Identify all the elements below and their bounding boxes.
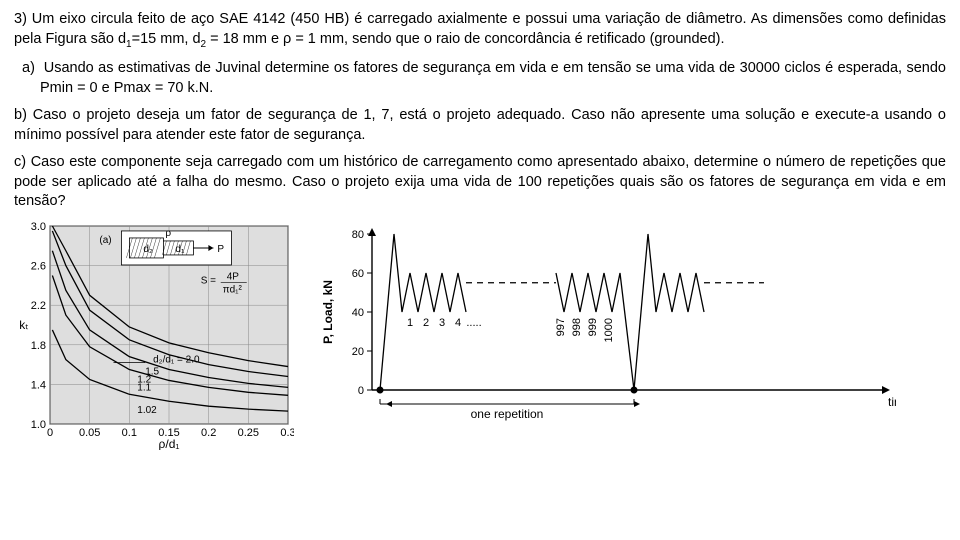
svg-text:ρ/d₁: ρ/d₁ [159, 437, 180, 450]
svg-text:0.05: 0.05 [79, 427, 100, 439]
item-b: b) Caso o projeto deseja um fator de seg… [14, 106, 946, 145]
svg-text:.....: ..... [466, 317, 481, 329]
svg-text:40: 40 [352, 307, 364, 319]
item-a: a) Usando as estimativas de Juvinal dete… [14, 59, 946, 98]
svg-text:1: 1 [407, 317, 413, 329]
a-label: a) [22, 60, 35, 76]
svg-text:P: P [217, 244, 224, 255]
svg-text:997: 997 [555, 318, 567, 336]
svg-text:1.4: 1.4 [31, 379, 46, 391]
svg-text:d₁: d₁ [175, 244, 185, 255]
svg-text:3: 3 [439, 317, 445, 329]
charts-row: 00.050.10.150.20.250.31.01.41.82.22.63.0… [14, 220, 946, 450]
svg-text:1.8: 1.8 [31, 340, 46, 352]
svg-text:time: time [888, 395, 896, 409]
svg-text:999: 999 [587, 318, 599, 336]
svg-text:4: 4 [455, 317, 461, 329]
t2: =15 mm, d [132, 31, 201, 47]
problem-intro: 3) Um eixo circula feito de aço SAE 4142… [14, 10, 946, 51]
svg-text:20: 20 [352, 346, 364, 358]
svg-text:1.1: 1.1 [137, 382, 151, 393]
svg-text:one repetition: one repetition [471, 407, 544, 421]
svg-text:1.0: 1.0 [31, 419, 46, 431]
t3: = 18 mm e ρ = 1 mm, sendo que o raio de … [206, 31, 724, 47]
svg-text:2.2: 2.2 [31, 300, 46, 312]
svg-text:1.02: 1.02 [137, 405, 157, 416]
svg-text:2: 2 [423, 317, 429, 329]
svg-text:0.2: 0.2 [201, 427, 216, 439]
svg-text:d₂/d₁ = 2.0: d₂/d₁ = 2.0 [153, 355, 200, 366]
svg-text:0: 0 [47, 427, 53, 439]
svg-text:πd₁²: πd₁² [223, 284, 243, 295]
svg-text:d₂: d₂ [143, 244, 153, 255]
svg-text:S =: S = [201, 275, 216, 286]
svg-text:0.1: 0.1 [122, 427, 137, 439]
svg-text:0: 0 [358, 385, 364, 397]
a-text: Usando as estimativas de Juvinal determi… [40, 60, 946, 96]
svg-text:3.0: 3.0 [31, 221, 46, 233]
svg-text:80: 80 [352, 229, 364, 241]
kt-chart: 00.050.10.150.20.250.31.01.41.82.22.63.0… [14, 220, 294, 450]
svg-text:60: 60 [352, 268, 364, 280]
svg-text:(a): (a) [99, 235, 111, 246]
svg-text:0.3: 0.3 [280, 427, 294, 439]
load-history-chart: 0 20 40 60 80 P, Load, kN time 1234..... 997 998 9… [316, 220, 896, 430]
svg-text:2.6: 2.6 [31, 260, 46, 272]
svg-text:ρ: ρ [165, 228, 171, 239]
svg-text:4P: 4P [227, 271, 240, 282]
svg-text:0.25: 0.25 [238, 427, 259, 439]
svg-text:kₜ: kₜ [19, 318, 29, 332]
svg-text:998: 998 [571, 318, 583, 336]
svg-text:1000: 1000 [603, 318, 615, 342]
item-c: c) Caso este componente seja carregado c… [14, 153, 946, 212]
svg-text:P, Load, kN: P, Load, kN [321, 280, 335, 344]
